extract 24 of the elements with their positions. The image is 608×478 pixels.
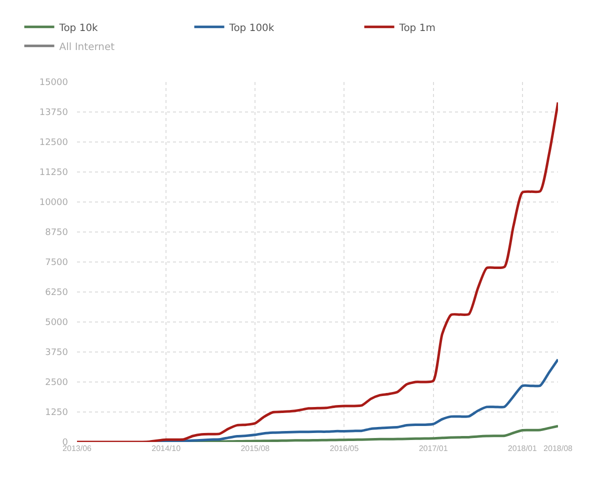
legend-label: Top 1m xyxy=(398,22,436,34)
x-tick-label: 2016/05 xyxy=(330,444,360,453)
x-tick-label: 2018/08 xyxy=(544,444,574,453)
x-tick-label: 2014/10 xyxy=(152,444,182,453)
x-tick-label: 2015/08 xyxy=(240,444,270,453)
y-tick-label: 10000 xyxy=(39,198,68,208)
x-tick-label: 2013/06 xyxy=(62,444,92,453)
y-tick-label: 12500 xyxy=(39,138,68,148)
y-tick-label: 15000 xyxy=(39,78,68,88)
y-tick-label: 13750 xyxy=(39,108,68,118)
x-tick-label: 2017/01 xyxy=(418,444,448,453)
legend-label: All Internet xyxy=(59,42,115,53)
y-tick-label: 8750 xyxy=(45,228,68,238)
x-tick-label: 2018/01 xyxy=(508,444,538,453)
line-series xyxy=(77,101,558,442)
y-tick-label: 3750 xyxy=(45,348,68,358)
y-tick-label: 7500 xyxy=(45,258,68,268)
y-tick-label: 1250 xyxy=(45,408,68,418)
legend-label: Top 100k xyxy=(228,22,274,34)
legend-label: Top 10k xyxy=(58,22,98,34)
y-tick-label: 5000 xyxy=(45,318,68,328)
y-tick-label: 6250 xyxy=(45,288,68,298)
y-tick-label: 2500 xyxy=(45,378,68,388)
y-tick-label: 11250 xyxy=(39,168,68,178)
